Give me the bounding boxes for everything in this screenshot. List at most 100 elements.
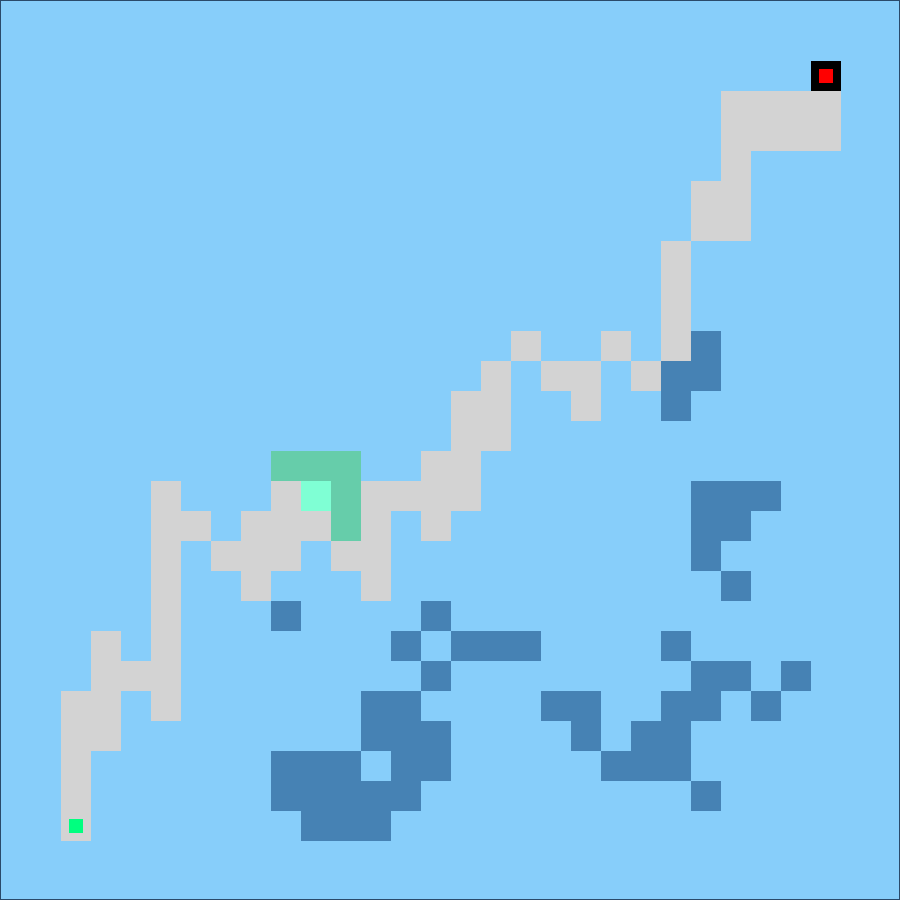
path-tile bbox=[211, 541, 241, 571]
deep-water-tile bbox=[331, 751, 361, 781]
deep-water-tile bbox=[361, 721, 391, 751]
path-tile bbox=[691, 211, 721, 241]
goal-marker bbox=[811, 61, 841, 91]
path-tile bbox=[361, 481, 391, 511]
deep-water-tile bbox=[391, 751, 421, 781]
path-tile bbox=[661, 331, 691, 361]
deep-water-tile bbox=[721, 481, 751, 511]
path-tile bbox=[61, 691, 91, 721]
deep-water-tile bbox=[391, 631, 421, 661]
path-tile bbox=[691, 181, 721, 211]
path-tile bbox=[781, 121, 811, 151]
path-tile bbox=[721, 181, 751, 211]
deep-water-tile bbox=[421, 661, 451, 691]
path-tile bbox=[331, 541, 361, 571]
path-tile bbox=[751, 121, 781, 151]
zone-tile bbox=[301, 451, 331, 481]
path-tile bbox=[241, 571, 271, 601]
path-tile bbox=[721, 91, 751, 121]
path-tile bbox=[271, 481, 301, 511]
path-tile bbox=[301, 511, 331, 541]
path-tile bbox=[421, 481, 451, 511]
path-tile bbox=[721, 121, 751, 151]
deep-water-tile bbox=[751, 691, 781, 721]
path-tile bbox=[571, 361, 601, 391]
path-tile bbox=[151, 601, 181, 631]
deep-water-tile bbox=[661, 631, 691, 661]
path-tile bbox=[451, 421, 481, 451]
deep-water-tile bbox=[751, 481, 781, 511]
deep-water-tile bbox=[541, 691, 571, 721]
path-tile bbox=[91, 691, 121, 721]
path-tile bbox=[91, 661, 121, 691]
deep-water-tile bbox=[421, 601, 451, 631]
deep-water-tile bbox=[601, 751, 631, 781]
path-tile bbox=[361, 511, 391, 541]
path-tile bbox=[151, 511, 181, 541]
path-tile bbox=[61, 751, 91, 781]
path-tile bbox=[271, 541, 301, 571]
deep-water-tile bbox=[631, 721, 661, 751]
path-tile bbox=[181, 511, 211, 541]
path-tile bbox=[91, 721, 121, 751]
deep-water-tile bbox=[301, 811, 331, 841]
path-tile bbox=[121, 661, 151, 691]
deep-water-tile bbox=[691, 781, 721, 811]
deep-water-tile bbox=[661, 391, 691, 421]
path-tile bbox=[631, 361, 661, 391]
path-tile bbox=[541, 361, 571, 391]
deep-water-tile bbox=[331, 811, 361, 841]
deep-water-tile bbox=[661, 361, 691, 391]
deep-water-tile bbox=[271, 751, 301, 781]
deep-water-tile bbox=[421, 721, 451, 751]
deep-water-tile bbox=[481, 631, 511, 661]
deep-water-tile bbox=[271, 781, 301, 811]
path-tile bbox=[151, 631, 181, 661]
zone-core-tile bbox=[301, 481, 331, 511]
path-tile bbox=[61, 781, 91, 811]
deep-water-tile bbox=[661, 691, 691, 721]
deep-water-tile bbox=[511, 631, 541, 661]
deep-water-tile bbox=[721, 661, 751, 691]
deep-water-tile bbox=[421, 751, 451, 781]
deep-water-tile bbox=[391, 781, 421, 811]
path-tile bbox=[811, 91, 841, 121]
deep-water-tile bbox=[661, 751, 691, 781]
path-tile bbox=[451, 481, 481, 511]
path-tile bbox=[271, 511, 301, 541]
path-tile bbox=[241, 541, 271, 571]
deep-water-tile bbox=[391, 721, 421, 751]
deep-water-tile bbox=[691, 481, 721, 511]
deep-water-tile bbox=[271, 601, 301, 631]
path-tile bbox=[661, 241, 691, 271]
deep-water-tile bbox=[691, 361, 721, 391]
deep-water-tile bbox=[631, 751, 661, 781]
zone-tile bbox=[331, 481, 361, 511]
path-tile bbox=[151, 691, 181, 721]
deep-water-tile bbox=[451, 631, 481, 661]
deep-water-tile bbox=[691, 691, 721, 721]
path-tile bbox=[241, 511, 271, 541]
zone-tile bbox=[331, 511, 361, 541]
player-marker bbox=[69, 819, 83, 833]
deep-water-tile bbox=[721, 511, 751, 541]
deep-water-tile bbox=[301, 781, 331, 811]
path-tile bbox=[571, 391, 601, 421]
path-tile bbox=[91, 631, 121, 661]
path-tile bbox=[481, 361, 511, 391]
path-tile bbox=[421, 451, 451, 481]
deep-water-tile bbox=[691, 331, 721, 361]
deep-water-tile bbox=[571, 721, 601, 751]
deep-water-tile bbox=[331, 781, 361, 811]
deep-water-tile bbox=[691, 661, 721, 691]
deep-water-tile bbox=[361, 781, 391, 811]
path-tile bbox=[451, 391, 481, 421]
deep-water-tile bbox=[781, 661, 811, 691]
path-tile bbox=[61, 721, 91, 751]
zone-tile bbox=[271, 451, 301, 481]
path-tile bbox=[151, 541, 181, 571]
path-tile bbox=[511, 331, 541, 361]
path-tile bbox=[781, 91, 811, 121]
path-tile bbox=[451, 451, 481, 481]
